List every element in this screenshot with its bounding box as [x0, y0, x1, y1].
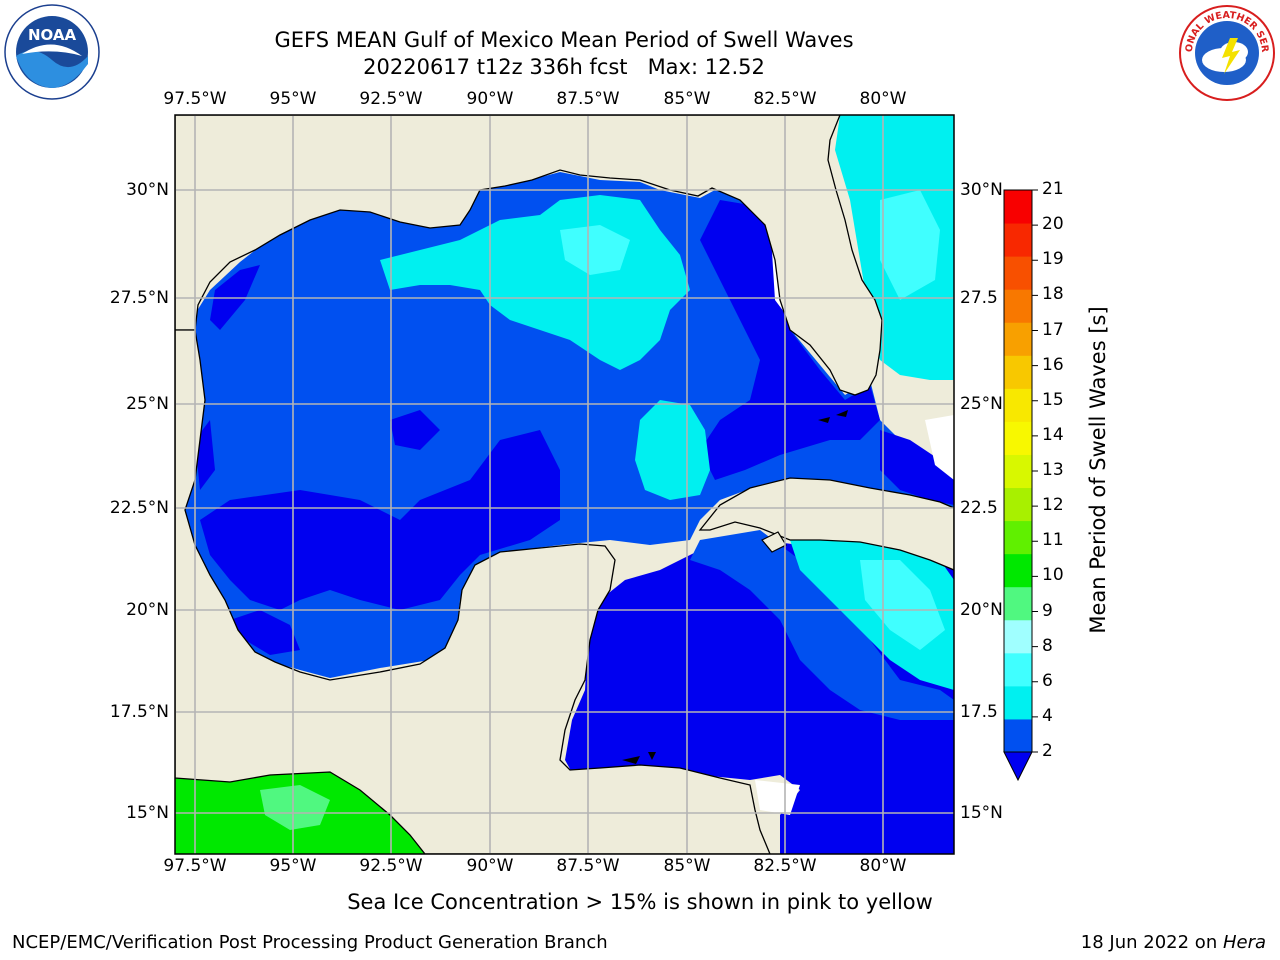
lat-tick-left: 27.5°N: [109, 288, 169, 308]
lat-tick-right: 15°N: [960, 803, 1003, 823]
lat-tick-right: 30°N: [960, 180, 1003, 200]
lat-tick-left: 25°N: [126, 394, 169, 414]
lat-tick-right: 17.5: [960, 702, 998, 722]
colorbar-segment: [1004, 454, 1032, 489]
colorbar-segment: [1004, 718, 1032, 753]
colorbar-tick-label: 8: [1042, 635, 1053, 656]
colorbar-segment: [1004, 619, 1032, 654]
lon-tick-top: 80°W: [859, 89, 907, 109]
footer-date: 18 Jun 2022 on Hera: [1081, 932, 1266, 953]
lon-tick-bottom: 97.5°W: [163, 856, 227, 876]
colorbar-tick-label: 21: [1042, 179, 1064, 199]
footer-credit: NCEP/EMC/Verification Post Processing Pr…: [12, 932, 608, 953]
lat-tick-left: 22.5°N: [109, 498, 169, 518]
cuba-land: [698, 477, 954, 571]
lon-tick-top: 97.5°W: [163, 89, 227, 109]
lon-tick-top: 90°W: [466, 89, 514, 109]
lon-tick-top: 92.5°W: [359, 89, 423, 109]
colorbar-tick-label: 11: [1042, 530, 1064, 551]
lon-tick-bottom: 82.5°W: [753, 856, 817, 876]
colorbar-tick-label: 2: [1042, 741, 1053, 761]
colorbar-segment: [1004, 586, 1032, 621]
mexico-land: [175, 329, 771, 854]
colorbar-tick-label: 6: [1042, 670, 1053, 691]
footer-host: Hera: [1222, 932, 1266, 953]
colorbar-extend-min: [1003, 751, 1033, 782]
lat-tick-left: 30°N: [126, 180, 169, 200]
colorbar-tick-label: 16: [1042, 354, 1064, 375]
colorbar-tick-label: 13: [1042, 460, 1064, 480]
colorbar-tick-label: 20: [1042, 214, 1064, 235]
lon-tick-bottom: 92.5°W: [359, 856, 423, 876]
us-land: [175, 115, 883, 396]
colorbar-segment: [1004, 520, 1032, 555]
lon-tick-bottom: 95°W: [269, 856, 317, 876]
lon-tick-bottom: 90°W: [466, 856, 514, 876]
colorbar-tick-label: 9: [1042, 600, 1053, 621]
footer-date-text: 18 Jun 2022 on: [1080, 932, 1223, 953]
colorbar-segment: [1004, 421, 1032, 455]
lon-tick-bottom: 80°W: [859, 856, 907, 876]
colorbar-segment: [1004, 487, 1032, 522]
colorbar-segment: [1004, 322, 1032, 356]
colorbar-segment: [1004, 553, 1032, 588]
colorbar-segment: [1004, 685, 1032, 720]
colorbar-segment: [1004, 355, 1032, 389]
sea-ice-note: Sea Ice Concentration > 15% is shown in …: [347, 890, 933, 914]
colorbar-segment: [1004, 190, 1032, 224]
lat-tick-right: 27.5: [960, 288, 998, 308]
colorbar-tick-label: 14: [1042, 424, 1064, 445]
map-subtitle: 20220617 t12z 336h fcst Max: 12.52: [363, 55, 765, 79]
noaa-logo: NOAA: [4, 4, 100, 100]
lon-tick-bottom: 87.5°W: [556, 856, 620, 876]
colorbar-segment: [1004, 652, 1032, 687]
colorbar-tick-label: 15: [1042, 389, 1064, 410]
colorbar-segment: [1004, 256, 1032, 290]
gridlines: [175, 115, 954, 854]
svg-text:NOAA: NOAA: [28, 26, 77, 44]
lat-tick-left: 17.5°N: [109, 702, 169, 722]
colorbar-tick-label: 17: [1042, 319, 1064, 340]
lat-tick-left: 15°N: [126, 803, 169, 823]
colorbar-tick-label: 19: [1042, 249, 1064, 270]
colorbar-segment: [1004, 223, 1032, 257]
nws-logo: NATIONAL WEATHER SERVICE: [1174, 0, 1276, 102]
colorbar-segment: [1004, 388, 1032, 422]
lon-tick-bottom: 85°W: [663, 856, 711, 876]
lon-tick-top: 85°W: [663, 89, 711, 109]
lat-tick-right: 20°N: [960, 600, 1003, 620]
colorbar-tick-label: 18: [1042, 284, 1064, 305]
map-title: GEFS MEAN Gulf of Mexico Mean Period of …: [274, 28, 854, 52]
colorbar-segment: [1004, 289, 1032, 323]
lon-tick-top: 95°W: [269, 89, 317, 109]
lon-tick-top: 82.5°W: [753, 89, 817, 109]
colorbar-tick-label: 10: [1042, 565, 1064, 586]
colorbar: [1003, 189, 1038, 782]
colorbar-tick-label: 4: [1042, 705, 1053, 726]
lat-tick-right: 22.5: [960, 498, 998, 518]
lon-tick-top: 87.5°W: [556, 89, 620, 109]
colorbar-label: Mean Period of Swell Waves [s]: [1086, 306, 1110, 634]
lat-tick-right: 25°N: [960, 394, 1003, 414]
lat-tick-left: 20°N: [126, 600, 169, 620]
map-frame: [174, 114, 955, 855]
colorbar-tick-label: 12: [1042, 495, 1064, 516]
